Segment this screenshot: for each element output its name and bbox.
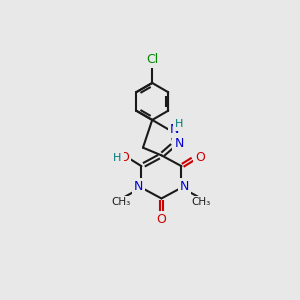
Text: Cl: Cl	[146, 53, 158, 66]
Text: H: H	[113, 153, 122, 163]
Text: N: N	[134, 180, 143, 193]
Text: H: H	[175, 119, 183, 129]
Text: O: O	[157, 213, 166, 226]
Text: N: N	[170, 123, 179, 136]
Text: CH₃: CH₃	[112, 197, 131, 207]
Text: O: O	[119, 151, 129, 164]
Text: N: N	[180, 180, 189, 193]
Text: N: N	[175, 137, 184, 150]
Text: CH₃: CH₃	[192, 197, 211, 207]
Text: O: O	[195, 151, 205, 164]
